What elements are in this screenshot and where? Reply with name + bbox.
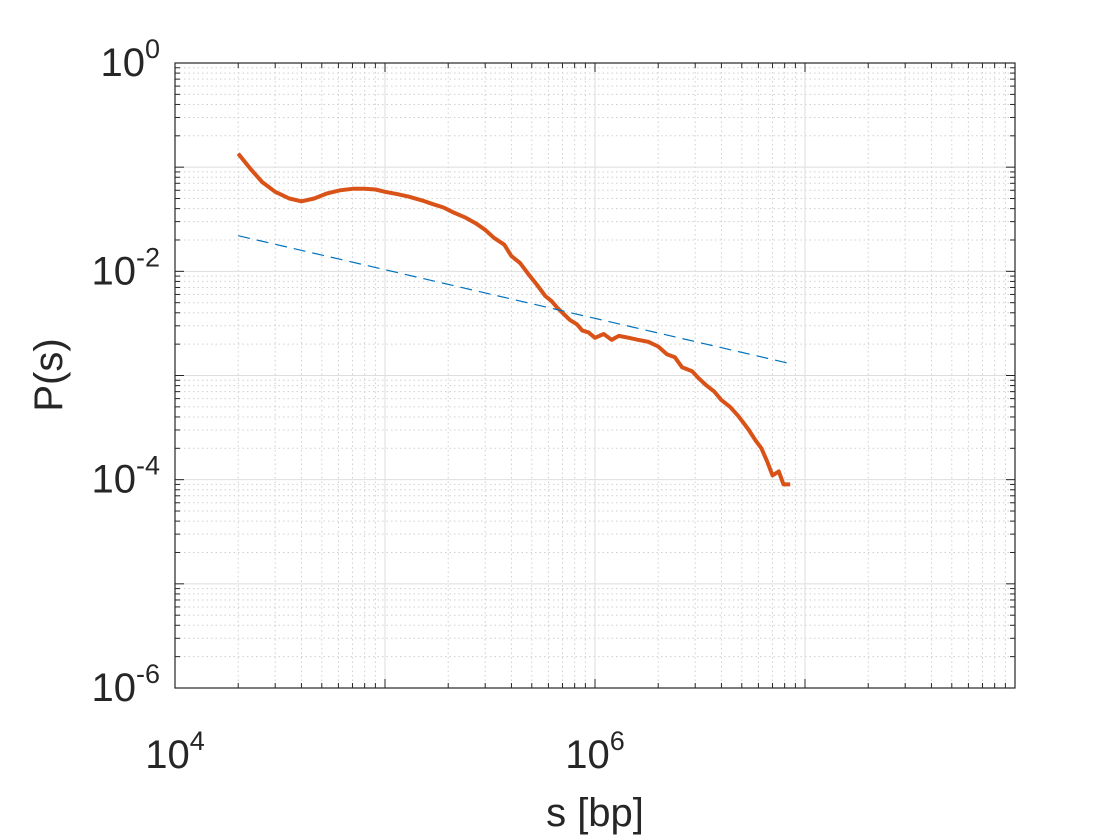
x-tick-label: 104 — [145, 726, 205, 777]
y-tick-label: 10-4 — [91, 451, 160, 502]
tick-labels: 104 106 100 10-2 10-4 10-6 — [91, 34, 624, 777]
y-tick-label: 10-6 — [91, 659, 160, 710]
x-axis-label: s [bp] — [546, 791, 644, 835]
axes-box — [174, 62, 1016, 689]
reference-dashed-line — [238, 235, 791, 365]
plot-series — [236, 152, 791, 487]
data-series-line — [236, 152, 791, 487]
x-tick-label: 106 — [565, 726, 625, 777]
y-tick-label: 10-2 — [91, 242, 160, 293]
y-tick-label: 100 — [100, 34, 160, 85]
y-axis-label: P(s) — [27, 338, 71, 411]
